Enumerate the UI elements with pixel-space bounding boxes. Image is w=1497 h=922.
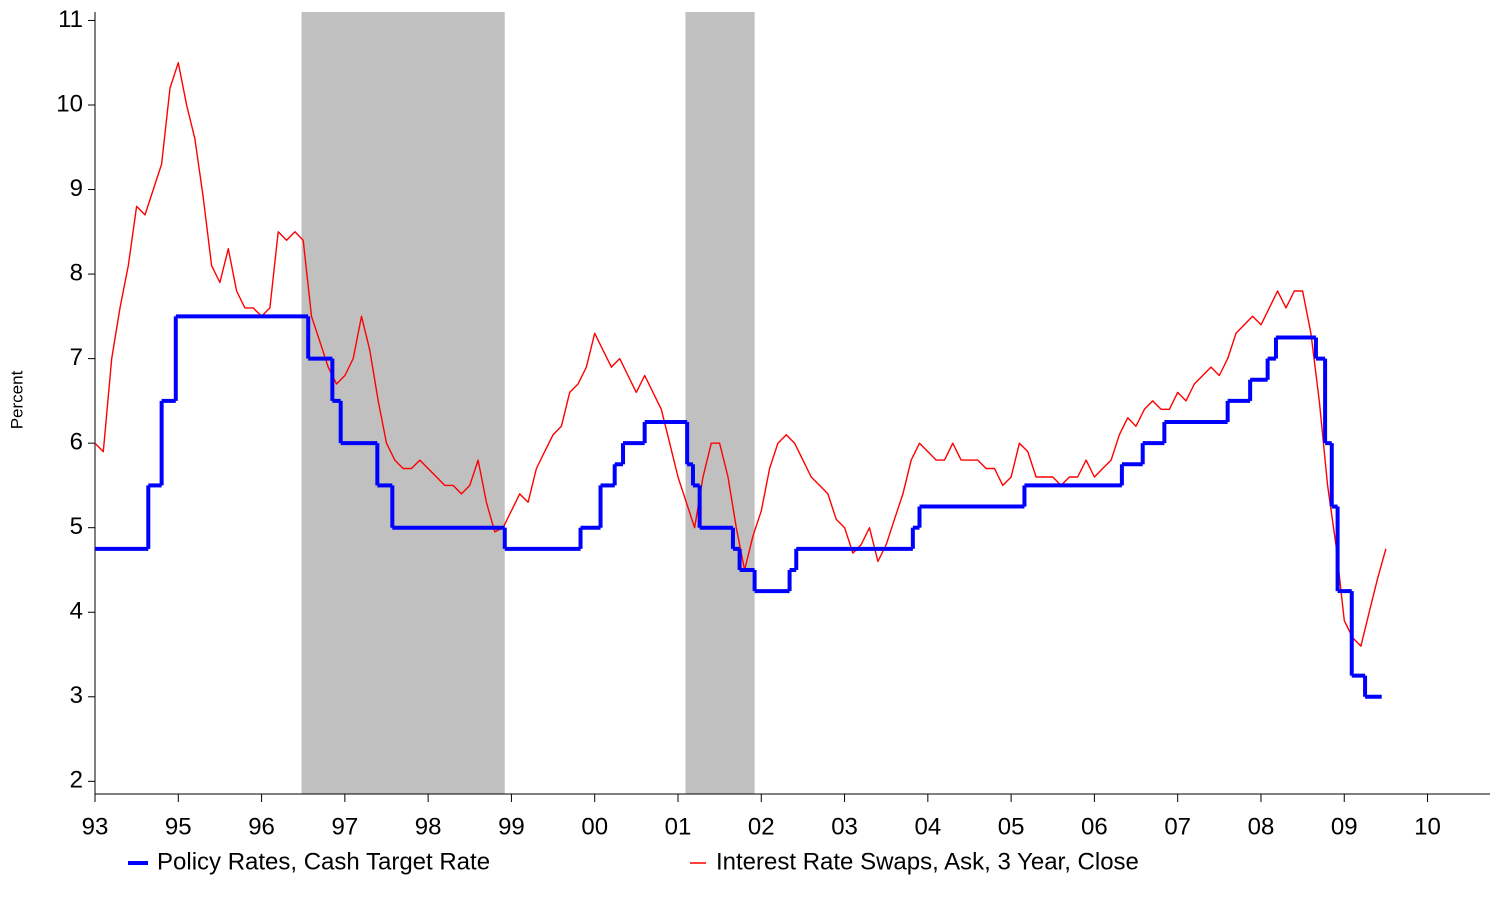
x-tick-label: 03 [831,813,858,840]
y-tick-label: 11 [58,6,83,33]
step-line [95,314,1382,699]
y-tick-label: 5 [70,513,83,540]
x-tick-label: 98 [415,813,442,840]
x-tick-label: 00 [581,813,608,840]
x-tick-label: 02 [748,813,775,840]
x-tick-label: 09 [1331,813,1358,840]
legend-label: Policy Rates, Cash Target Rate [157,848,490,875]
shaded-period [685,12,755,794]
x-tick-label: 97 [331,813,358,840]
y-tick-label: 9 [70,175,83,202]
x-tick-label: 96 [248,813,275,840]
x-tick-label: 99 [498,813,525,840]
y-tick-label: 4 [70,598,83,625]
x-tick-label: 95 [165,813,192,840]
y-axis-label: Percent [7,370,26,429]
y-tick-label: 6 [70,429,83,456]
x-tick-label: 10 [1414,813,1441,840]
shaded-period [301,12,505,794]
y-tick-label: 10 [56,90,83,117]
y-tick-label: 7 [70,344,83,371]
x-tick-label: 01 [665,813,692,840]
x-tick-label: 08 [1248,813,1275,840]
y-tick-label: 2 [70,767,83,794]
y-tick-label: 3 [70,682,83,709]
x-tick-label: 04 [914,813,941,840]
y-tick-label: 8 [70,259,83,286]
x-tick-label: 93 [82,813,109,840]
x-tick-label: 06 [1081,813,1108,840]
x-tick-label: 05 [998,813,1025,840]
x-tick-label: 07 [1164,813,1191,840]
legend-label: Interest Rate Swaps, Ask, 3 Year, Close [716,848,1139,875]
